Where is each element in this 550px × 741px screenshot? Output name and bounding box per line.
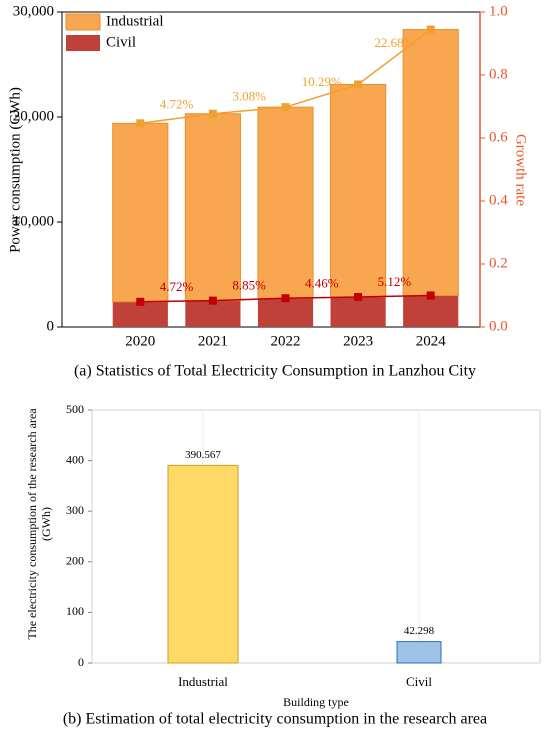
growth-label: 4.46% [305,276,339,291]
y-tick-label: 10,000 [13,213,54,229]
line-marker [281,103,290,112]
y2-tick-label: 1.0 [489,3,508,19]
line-marker [208,296,217,305]
y-tick-label: 500 [66,402,84,416]
bar [330,296,386,327]
x-tick-label: 2024 [416,333,447,349]
legend-label: Civil [106,34,136,50]
value-label: 390.567 [185,449,221,461]
x-tick-label: 2023 [343,333,373,349]
y2-tick-label: 0.4 [489,192,508,208]
y2-tick-label: 0.0 [489,318,508,334]
growth-label: 5.12% [378,274,412,289]
line-marker [136,297,145,306]
x-tick-label: 2022 [271,333,301,349]
x-tick-label: 2020 [125,333,155,349]
y-tick-label: 30,000 [13,3,54,19]
bar [112,122,169,303]
caption: (b) Estimation of total electricity cons… [63,711,487,728]
bar [403,295,459,327]
line-marker [136,119,145,128]
y-tick-label: 20,000 [13,108,54,124]
line-marker [281,294,290,303]
y-tick-label: 0 [78,655,84,669]
x-tick-label: 2021 [198,333,228,349]
growth-label: 22.68% [374,35,414,50]
y-axis-title: The electricity consumption of the resea… [25,408,53,640]
bar [167,464,239,664]
y2-tick-label: 0.2 [489,255,508,271]
x-axis-title: Building type [283,695,349,709]
line-marker [426,291,435,300]
growth-label: 8.85% [232,277,266,292]
caption: (a) Statistics of Total Electricity Cons… [74,363,476,380]
bar [257,298,314,327]
line-marker [354,80,363,89]
x-tick-label: Industrial [178,674,228,689]
y2-tick-label: 0.8 [489,66,508,82]
line-marker [208,109,217,118]
y-tick-label: 400 [66,452,84,466]
plot-frame [91,409,541,664]
y-tick-label: 0 [47,318,55,334]
line-marker [354,292,363,301]
legend-swatch [65,13,101,31]
y-tick-label: 200 [66,554,84,568]
bar [185,300,241,327]
bar [396,641,442,664]
y-axis-title: Power consumption (GWh) [7,87,23,253]
bar [402,29,459,296]
y-tick-label: 100 [66,604,84,618]
legend-swatch [66,35,100,51]
bar [184,113,241,302]
legend-label: Industrial [106,13,164,29]
line-marker [426,25,435,34]
x-tick-label: Civil [406,674,432,689]
growth-label: 4.72% [160,97,194,112]
y2-axis-title: Growth rate [513,134,529,206]
bar [257,106,314,299]
growth-label: 3.08% [232,88,266,103]
value-label: 42.298 [404,625,435,637]
bar [112,301,168,327]
growth-label: 10.29% [302,74,342,89]
bar [330,83,387,298]
y-tick-label: 300 [66,503,84,517]
y2-tick-label: 0.6 [489,129,508,145]
growth-label: 4.72% [160,279,194,294]
